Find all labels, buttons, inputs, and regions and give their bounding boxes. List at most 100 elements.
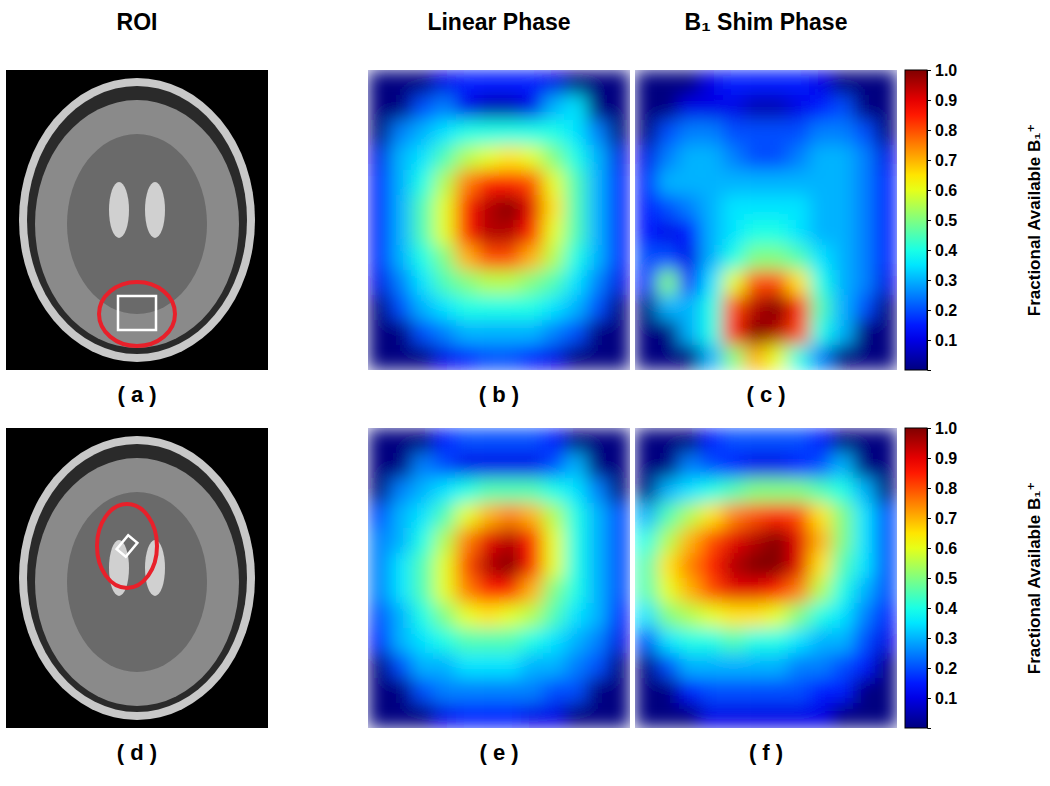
heatmap-cell: [788, 195, 810, 221]
heatmap-cell: [722, 95, 744, 121]
tick: 0.9: [927, 92, 957, 109]
heatmap-cell: [722, 553, 744, 579]
heatmap-cell: [701, 295, 723, 321]
heatmap-cell: [586, 70, 608, 96]
heatmap-cell: [701, 703, 723, 728]
heatmap-cell: [565, 578, 587, 604]
heatmap-cell: [788, 478, 810, 504]
heatmap-cell: [832, 170, 854, 196]
tick-label: 0.3: [935, 272, 957, 289]
heatmap-cell: [499, 320, 521, 346]
heatmap-cell: [657, 245, 679, 271]
heatmap-cell: [679, 220, 701, 246]
heatmap-cell: [390, 345, 412, 370]
heatmap-cell: [586, 678, 608, 704]
heatmap-cell: [543, 578, 565, 604]
heatmap-cell: [766, 678, 788, 704]
heatmap-cell: [543, 120, 565, 146]
heatmap-cell: [853, 220, 875, 246]
heatmap-cell: [434, 320, 456, 346]
heatmap-cell: [875, 70, 897, 96]
heatmap-cell: [722, 70, 744, 96]
tick-mark: [927, 220, 931, 221]
heatmap-cell: [744, 120, 766, 146]
tick-mark: [927, 548, 931, 549]
heatmap-cell: [499, 295, 521, 321]
heatmap-cell: [635, 320, 657, 346]
heatmap-cell: [853, 195, 875, 221]
heatmap-cell: [853, 70, 875, 96]
heatmap-cell: [543, 245, 565, 271]
heatmap-cell: [565, 703, 587, 728]
heatmap-cell: [390, 453, 412, 479]
heatmap-cell: [679, 628, 701, 654]
heatmap-cell: [875, 428, 897, 454]
heatmap-cell: [744, 503, 766, 529]
heatmap-cell: [679, 703, 701, 728]
heatmap-cell: [810, 578, 832, 604]
heatmap-cell: [832, 95, 854, 121]
heatmap-cell: [565, 628, 587, 654]
heatmap-cell: [565, 70, 587, 96]
heatmap-cell: [766, 270, 788, 296]
heatmap-cell: [499, 528, 521, 554]
heatmap-cell: [412, 653, 434, 679]
heatmap-cell: [368, 528, 390, 554]
heatmap-cell: [744, 195, 766, 221]
heatmap-cell: [565, 270, 587, 296]
heatmap-cell: [853, 320, 875, 346]
heatmap-cell: [635, 170, 657, 196]
heatmap-cell: [477, 195, 499, 221]
heatmap-cell: [810, 428, 832, 454]
heatmap-cell: [390, 578, 412, 604]
colorbar-axis: 0.10.20.30.40.50.60.70.80.91.0: [927, 420, 957, 729]
heatmap-cell: [434, 528, 456, 554]
tick-mark: [927, 698, 931, 699]
heatmap-cell: [477, 478, 499, 504]
heatmap-cell: [635, 678, 657, 704]
heatmap-cell: [608, 145, 630, 171]
heatmap-cell: [679, 528, 701, 554]
heatmap-cell: [412, 628, 434, 654]
heatmap-cell: [810, 320, 832, 346]
heatmap-cell: [434, 145, 456, 171]
heatmap-cell: [810, 478, 832, 504]
heatmap-cell: [853, 553, 875, 579]
heatmap-cell: [455, 553, 477, 579]
heatmap-cell: [499, 553, 521, 579]
heatmap-cell: [810, 170, 832, 196]
heatmap-cell: [788, 320, 810, 346]
heatmap-cell: [434, 703, 456, 728]
heatmap-cell: [586, 603, 608, 629]
heatmap-cell: [521, 295, 543, 321]
heatmap-cell: [477, 170, 499, 196]
heatmap-cell: [521, 220, 543, 246]
heatmap-cell: [455, 145, 477, 171]
tick-label: 1.0: [935, 62, 957, 79]
heatmap-cell: [875, 295, 897, 321]
heatmap-cell: [455, 245, 477, 271]
heatmap-cell: [455, 703, 477, 728]
heatmap-cell: [390, 270, 412, 296]
heatmap-cell: [368, 578, 390, 604]
heatmap-cell: [499, 170, 521, 196]
heatmap-cell: [679, 603, 701, 629]
heatmap-cell: [679, 553, 701, 579]
tick: 0.2: [927, 302, 957, 319]
heatmap-cell: [412, 320, 434, 346]
heatmap-cell: [543, 703, 565, 728]
heatmap-cell: [586, 453, 608, 479]
heatmap-cell: [722, 170, 744, 196]
heatmap-cell: [766, 603, 788, 629]
heatmap-cell: [635, 603, 657, 629]
heatmap-cell: [543, 295, 565, 321]
heatmap-cell: [722, 478, 744, 504]
heatmap-cell: [832, 428, 854, 454]
heatmap-cell: [701, 170, 723, 196]
colorbar-axis: 0.10.20.30.40.50.60.70.80.91.0: [927, 62, 957, 371]
tick-label: 0.7: [935, 152, 957, 169]
heatmap-cell: [635, 245, 657, 271]
heatmap-cell: [832, 703, 854, 728]
heatmap-cell: [788, 95, 810, 121]
heatmap-cell: [455, 345, 477, 370]
